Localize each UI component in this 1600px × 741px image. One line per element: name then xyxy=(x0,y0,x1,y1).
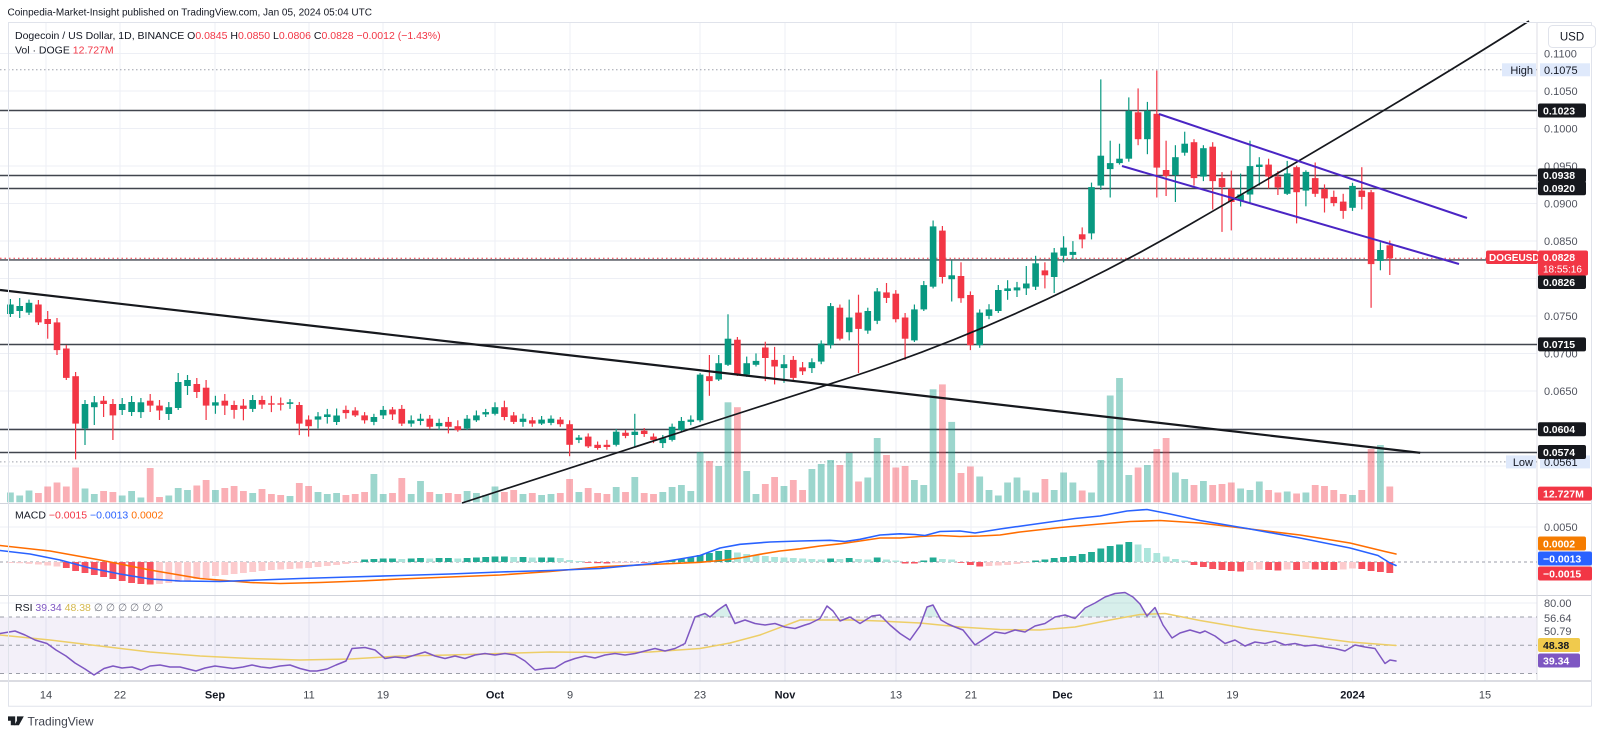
svg-text:0.0574: 0.0574 xyxy=(1543,447,1575,459)
svg-text:Dogecoin / US Dollar, 1D, BINA: Dogecoin / US Dollar, 1D, BINANCE O0.084… xyxy=(15,30,441,42)
svg-text:11: 11 xyxy=(1153,690,1164,702)
svg-text:0.0900: 0.0900 xyxy=(1544,199,1578,211)
svg-text:0.0650: 0.0650 xyxy=(1544,386,1578,398)
svg-text:TradingView: TradingView xyxy=(28,715,94,729)
svg-text:50.79: 50.79 xyxy=(1544,626,1572,638)
svg-text:19: 19 xyxy=(377,690,389,702)
svg-text:48.38: 48.38 xyxy=(1543,640,1569,652)
svg-text:0.1100: 0.1100 xyxy=(1544,49,1577,61)
svg-text:9: 9 xyxy=(567,690,573,702)
svg-text:18:55:16: 18:55:16 xyxy=(1543,265,1582,276)
svg-text:0.0561: 0.0561 xyxy=(1544,457,1578,469)
svg-text:0.1000: 0.1000 xyxy=(1544,124,1578,136)
svg-text:0.0826: 0.0826 xyxy=(1543,277,1575,289)
svg-text:14: 14 xyxy=(40,690,52,702)
svg-text:DOGEUSD: DOGEUSD xyxy=(1489,253,1540,264)
svg-text:0.0850: 0.0850 xyxy=(1544,236,1578,248)
svg-text:0.0715: 0.0715 xyxy=(1543,339,1575,351)
svg-text:13: 13 xyxy=(890,690,902,702)
svg-text:0.0828: 0.0828 xyxy=(1543,252,1575,264)
svg-text:21: 21 xyxy=(965,690,977,702)
svg-text:22: 22 xyxy=(114,690,126,702)
svg-text:0.0002: 0.0002 xyxy=(1543,538,1575,550)
svg-text:Oct: Oct xyxy=(486,690,505,702)
svg-text:Coinpedia-Market-Insight publi: Coinpedia-Market-Insight published on Tr… xyxy=(8,8,372,19)
svg-text:Low: Low xyxy=(1513,457,1533,469)
svg-text:High: High xyxy=(1510,65,1533,77)
svg-text:−0.0013: −0.0013 xyxy=(1543,553,1581,565)
svg-text:0.0938: 0.0938 xyxy=(1543,170,1575,182)
svg-text:2024: 2024 xyxy=(1340,690,1365,702)
svg-text:0.0700: 0.0700 xyxy=(1544,349,1578,361)
svg-text:12.727M: 12.727M xyxy=(1543,488,1584,500)
svg-text:RSI 39.34 48.38 ∅ ∅ ∅ ∅ ∅ ∅: RSI 39.34 48.38 ∅ ∅ ∅ ∅ ∅ ∅ xyxy=(15,602,163,614)
svg-text:USD: USD xyxy=(1560,32,1584,44)
svg-text:0.0604: 0.0604 xyxy=(1543,424,1575,436)
svg-text:−0.0015: −0.0015 xyxy=(1543,568,1581,580)
svg-text:Vol · DOGE 12.727M: Vol · DOGE 12.727M xyxy=(15,45,114,57)
svg-text:56.64: 56.64 xyxy=(1544,613,1572,625)
svg-text:11: 11 xyxy=(303,690,314,702)
svg-text:0.1050: 0.1050 xyxy=(1544,86,1578,98)
svg-text:0.0920: 0.0920 xyxy=(1543,183,1575,195)
svg-text:0.0050: 0.0050 xyxy=(1544,522,1578,534)
svg-text:23: 23 xyxy=(694,690,706,702)
svg-text:15: 15 xyxy=(1479,690,1491,702)
svg-text:80.00: 80.00 xyxy=(1544,598,1572,610)
svg-text:MACD −0.0015 −0.0013 0.0002: MACD −0.0015 −0.0013 0.0002 xyxy=(15,510,163,522)
svg-text:0.1023: 0.1023 xyxy=(1543,105,1575,117)
svg-text:19: 19 xyxy=(1226,690,1238,702)
svg-text:Sep: Sep xyxy=(205,690,225,702)
svg-text:Dec: Dec xyxy=(1052,690,1072,702)
svg-text:0.0750: 0.0750 xyxy=(1544,311,1578,323)
svg-text:39.34: 39.34 xyxy=(1543,655,1569,667)
svg-text:0.1075: 0.1075 xyxy=(1544,65,1578,77)
svg-text:Nov: Nov xyxy=(775,690,797,702)
